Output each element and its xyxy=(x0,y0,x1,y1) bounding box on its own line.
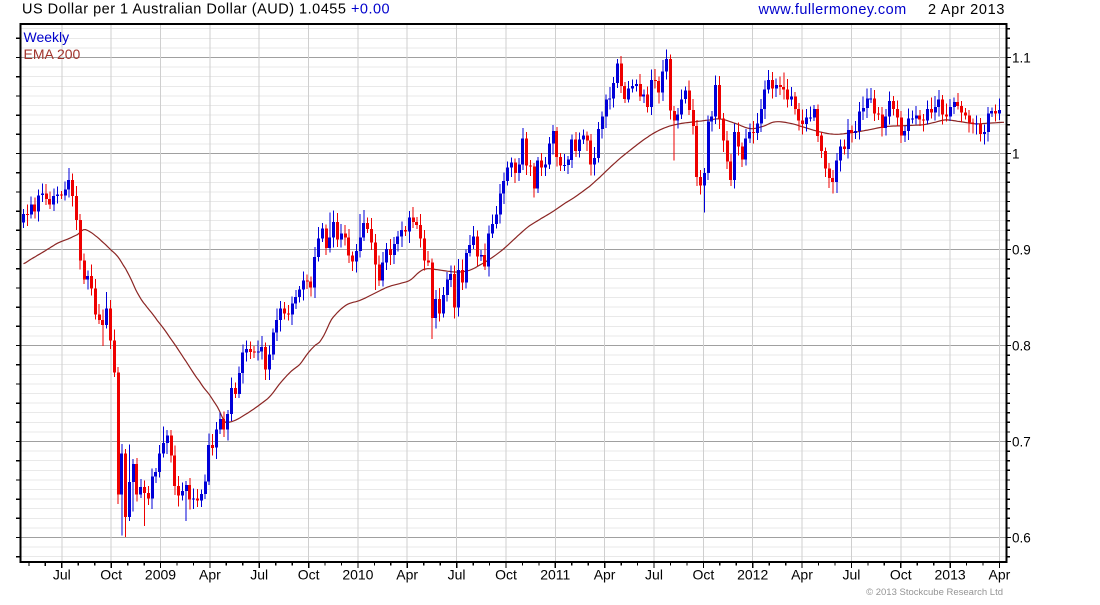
svg-text:2 Apr 2013: 2 Apr 2013 xyxy=(928,2,1005,18)
svg-text:0.8: 0.8 xyxy=(1012,339,1031,354)
svg-text:Jul: Jul xyxy=(645,567,663,583)
svg-text:Apr: Apr xyxy=(989,567,1011,583)
svg-text:Apr: Apr xyxy=(791,567,813,583)
svg-text:Jul: Jul xyxy=(448,567,466,583)
svg-text:1.1: 1.1 xyxy=(1012,51,1031,66)
svg-text:© 2013 Stockcube Research Ltd: © 2013 Stockcube Research Ltd xyxy=(866,587,1003,598)
svg-text:Oct: Oct xyxy=(890,567,912,583)
svg-text:Jul: Jul xyxy=(842,567,860,583)
svg-text:Apr: Apr xyxy=(594,567,616,583)
svg-text:EMA 200: EMA 200 xyxy=(24,46,81,62)
svg-text:0.7: 0.7 xyxy=(1012,435,1031,450)
svg-text:2010: 2010 xyxy=(342,567,373,583)
svg-text:Oct: Oct xyxy=(100,567,122,583)
svg-text:0.6: 0.6 xyxy=(1012,531,1031,546)
svg-text:www.fullermoney.com: www.fullermoney.com xyxy=(758,2,907,18)
svg-text:2012: 2012 xyxy=(737,567,768,583)
svg-text:2013: 2013 xyxy=(935,567,966,583)
svg-text:Weekly: Weekly xyxy=(24,29,70,45)
svg-text:Oct: Oct xyxy=(298,567,320,583)
svg-text:US Dollar per 1 Australian Dol: US Dollar per 1 Australian Dollar (AUD) … xyxy=(22,2,390,18)
svg-text:1: 1 xyxy=(1012,147,1020,162)
svg-text:Jul: Jul xyxy=(250,567,268,583)
svg-text:Jul: Jul xyxy=(53,567,71,583)
svg-text:Apr: Apr xyxy=(199,567,221,583)
svg-text:Oct: Oct xyxy=(693,567,715,583)
svg-text:2009: 2009 xyxy=(145,567,176,583)
svg-text:0.9: 0.9 xyxy=(1012,243,1031,258)
svg-text:Oct: Oct xyxy=(495,567,517,583)
svg-text:2011: 2011 xyxy=(540,567,570,583)
svg-text:Apr: Apr xyxy=(396,567,418,583)
